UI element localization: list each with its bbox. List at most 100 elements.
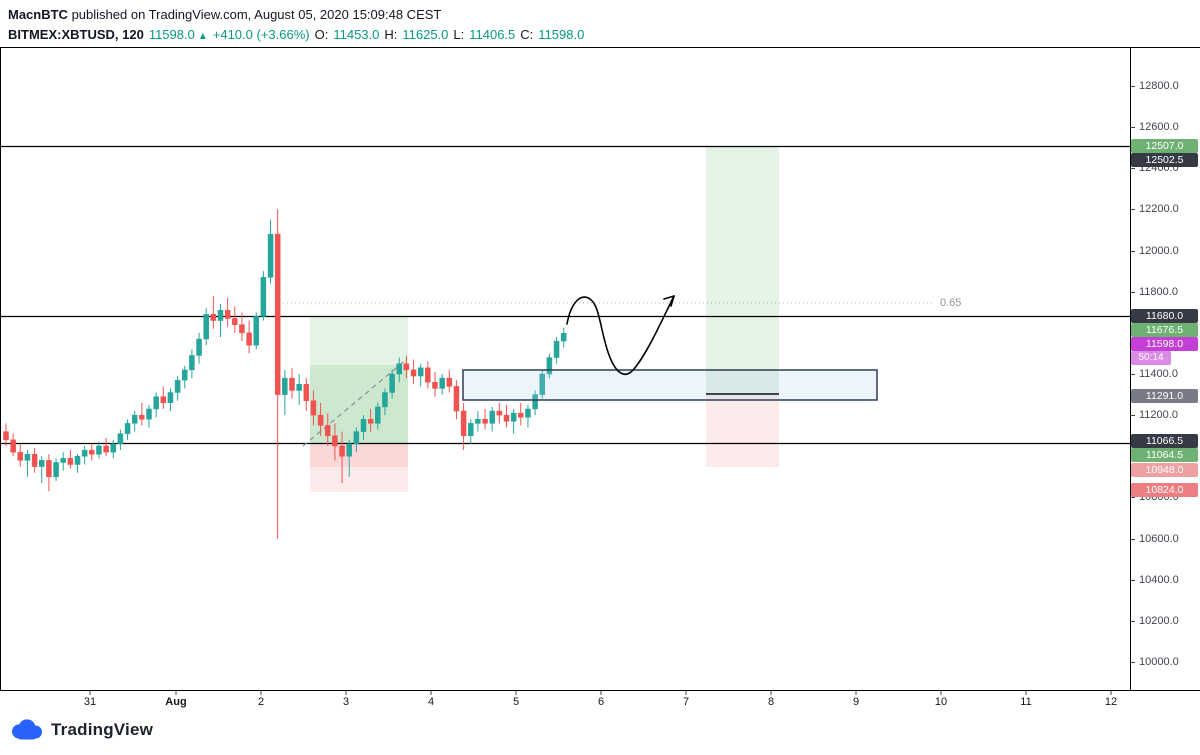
candle-body — [232, 318, 238, 325]
candle-body — [417, 367, 424, 377]
candle-body — [432, 381, 438, 389]
candle-body — [446, 377, 453, 387]
candle-body — [389, 373, 395, 393]
candle-body — [282, 377, 288, 395]
candle-body — [210, 314, 217, 321]
candle-body — [196, 338, 202, 356]
candle-body — [274, 233, 281, 395]
projection-arrow — [566, 295, 675, 375]
position-stop-zone — [310, 443, 408, 492]
candle-body — [110, 443, 116, 453]
tradingview-wordmark: TradingView — [51, 719, 154, 739]
candle-body — [167, 392, 174, 404]
projection-arrow-head — [663, 295, 675, 307]
author-name: MacnBTC — [8, 7, 68, 22]
candle-body — [310, 400, 317, 416]
publish-header: MacnBTC published on TradingView.com, Au… — [8, 6, 589, 43]
candle-body — [525, 408, 531, 418]
publish-text: published on TradingView.com, August 05,… — [67, 7, 442, 22]
candle-body — [303, 384, 310, 401]
candle-body — [410, 369, 417, 377]
high-value: 11625.0 — [402, 26, 449, 42]
price-change: +410.0 (+3.66%) — [212, 26, 310, 42]
candle-body — [260, 277, 267, 317]
tradingview-logo[interactable]: TradingView — [10, 719, 153, 740]
symbol-title: BITMEX:XBTUSD, 120 — [8, 26, 144, 42]
last-price: 11598.0 — [148, 26, 195, 42]
candle-body — [518, 412, 524, 418]
candle-body — [532, 394, 538, 410]
candle-body — [203, 314, 209, 340]
candle-body — [546, 357, 553, 375]
candle-body — [3, 431, 9, 441]
candle-body — [103, 445, 109, 453]
candle-body — [81, 449, 88, 457]
candle-body — [296, 384, 302, 391]
candle-body — [131, 414, 138, 424]
open-value: 11453.0 — [333, 26, 380, 42]
low-value: 11406.5 — [469, 26, 516, 42]
candle-body — [253, 316, 259, 346]
close-value: 11598.0 — [538, 26, 585, 42]
candle-body — [360, 419, 367, 432]
candle-body — [403, 363, 410, 371]
candle-body — [289, 377, 295, 391]
open-label: O: — [314, 26, 329, 42]
candle-body — [346, 443, 352, 457]
candle-body — [489, 410, 495, 424]
candle-body — [89, 449, 95, 455]
candle-body — [182, 369, 188, 381]
position-stop-zone — [310, 443, 408, 467]
candle-body — [425, 367, 431, 383]
high-label: H: — [384, 26, 398, 42]
candle-body — [510, 412, 517, 422]
candle-body — [382, 392, 388, 408]
candle-body — [439, 377, 445, 389]
candle-body — [396, 363, 402, 375]
candle-body — [10, 439, 16, 453]
candle-body — [74, 456, 81, 465]
close-label: C: — [520, 26, 534, 42]
price-zone-box — [462, 369, 878, 401]
publish-info: MacnBTC published on TradingView.com, Au… — [8, 6, 589, 24]
candle-body — [375, 406, 381, 424]
candle-body — [189, 355, 195, 371]
candle-body — [124, 423, 131, 434]
candle-body — [246, 332, 252, 346]
candle-body — [53, 462, 59, 478]
candle-body — [325, 425, 331, 436]
candle-body — [217, 309, 224, 321]
tradingview-cloud-icon — [12, 719, 42, 740]
candle-body — [332, 435, 338, 447]
candle-body — [539, 373, 545, 395]
candle-body — [139, 414, 145, 420]
position-profit-zone — [706, 146, 779, 394]
candle-body — [60, 458, 66, 463]
candle-body — [353, 431, 360, 445]
candle-body — [96, 445, 102, 455]
candle-body — [39, 460, 45, 467]
position-stop-zone — [706, 394, 779, 467]
candle-body — [117, 433, 124, 445]
candle-body — [339, 445, 345, 457]
candle-body — [24, 453, 31, 461]
candle-body — [367, 419, 374, 424]
candle-body — [267, 233, 274, 278]
candle-body — [174, 379, 181, 393]
candle-body — [224, 309, 231, 319]
candle-body — [453, 386, 460, 412]
candle-body — [17, 451, 24, 461]
symbol-legend: BITMEX:XBTUSD, 120 11598.0 ▲ +410.0 (+3.66%… — [8, 26, 589, 44]
candle-body — [468, 423, 474, 436]
candle-body — [67, 458, 74, 465]
candle-body — [460, 410, 467, 436]
up-arrow-icon: ▲ — [197, 30, 208, 42]
candle-body — [46, 460, 52, 478]
candle-body — [31, 453, 38, 467]
candle-body — [146, 408, 152, 420]
candle-body — [482, 419, 488, 424]
candle-body — [496, 410, 503, 416]
candle-body — [239, 324, 245, 334]
candle-body — [560, 333, 567, 342]
